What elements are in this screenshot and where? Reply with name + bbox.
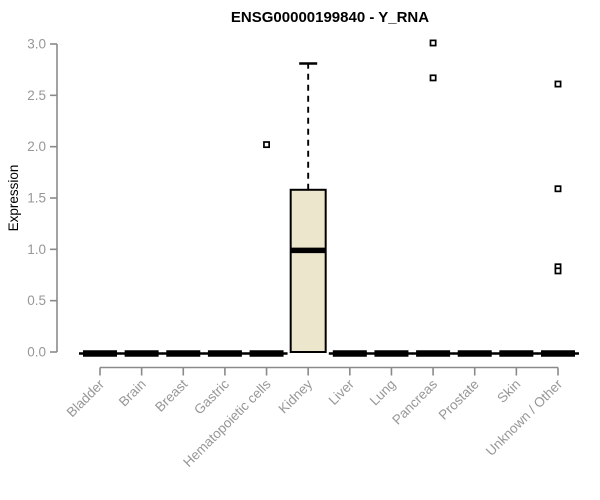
category-label: Breast <box>152 376 190 414</box>
outlier-point <box>554 267 562 275</box>
category-label: Kidney <box>276 376 316 416</box>
category-label: Pancreas <box>389 376 440 427</box>
boxplot-group <box>537 80 579 357</box>
category-label: Bladder <box>64 376 108 420</box>
outlier-point <box>554 80 562 88</box>
category-label: Lung <box>367 377 399 409</box>
category-label: Liver <box>326 376 358 408</box>
y-axis-tick-label: 0.5 <box>27 293 46 308</box>
category-label: Skin <box>494 377 523 406</box>
y-axis-tick-label: 3.0 <box>27 37 46 52</box>
category-label: Prostate <box>436 377 482 423</box>
outlier-point <box>429 74 437 82</box>
y-axis-tick-label: 2.5 <box>27 88 46 103</box>
boxplot-group <box>245 141 288 357</box>
category-label: Brain <box>116 377 149 410</box>
y-axis-tick-label: 0.0 <box>27 345 46 360</box>
box-rect <box>289 188 327 353</box>
category-label: Unknown / Other <box>483 376 566 459</box>
y-axis-tick-label: 1.0 <box>27 242 46 257</box>
chart-title: ENSG00000199840 - Y_RNA <box>231 9 429 26</box>
outlier-point <box>554 185 562 193</box>
outlier-point <box>429 39 437 47</box>
category-label: Gastric <box>191 376 232 417</box>
y-axis-title: Expression <box>6 165 21 232</box>
boxplot-group <box>412 39 455 357</box>
boxplot-data-layer <box>79 39 579 357</box>
y-axis-tick-label: 2.0 <box>27 139 46 154</box>
boxplot-group <box>289 62 327 353</box>
outlier-point <box>263 141 270 149</box>
y-axis-tick-label: 1.5 <box>27 191 46 206</box>
